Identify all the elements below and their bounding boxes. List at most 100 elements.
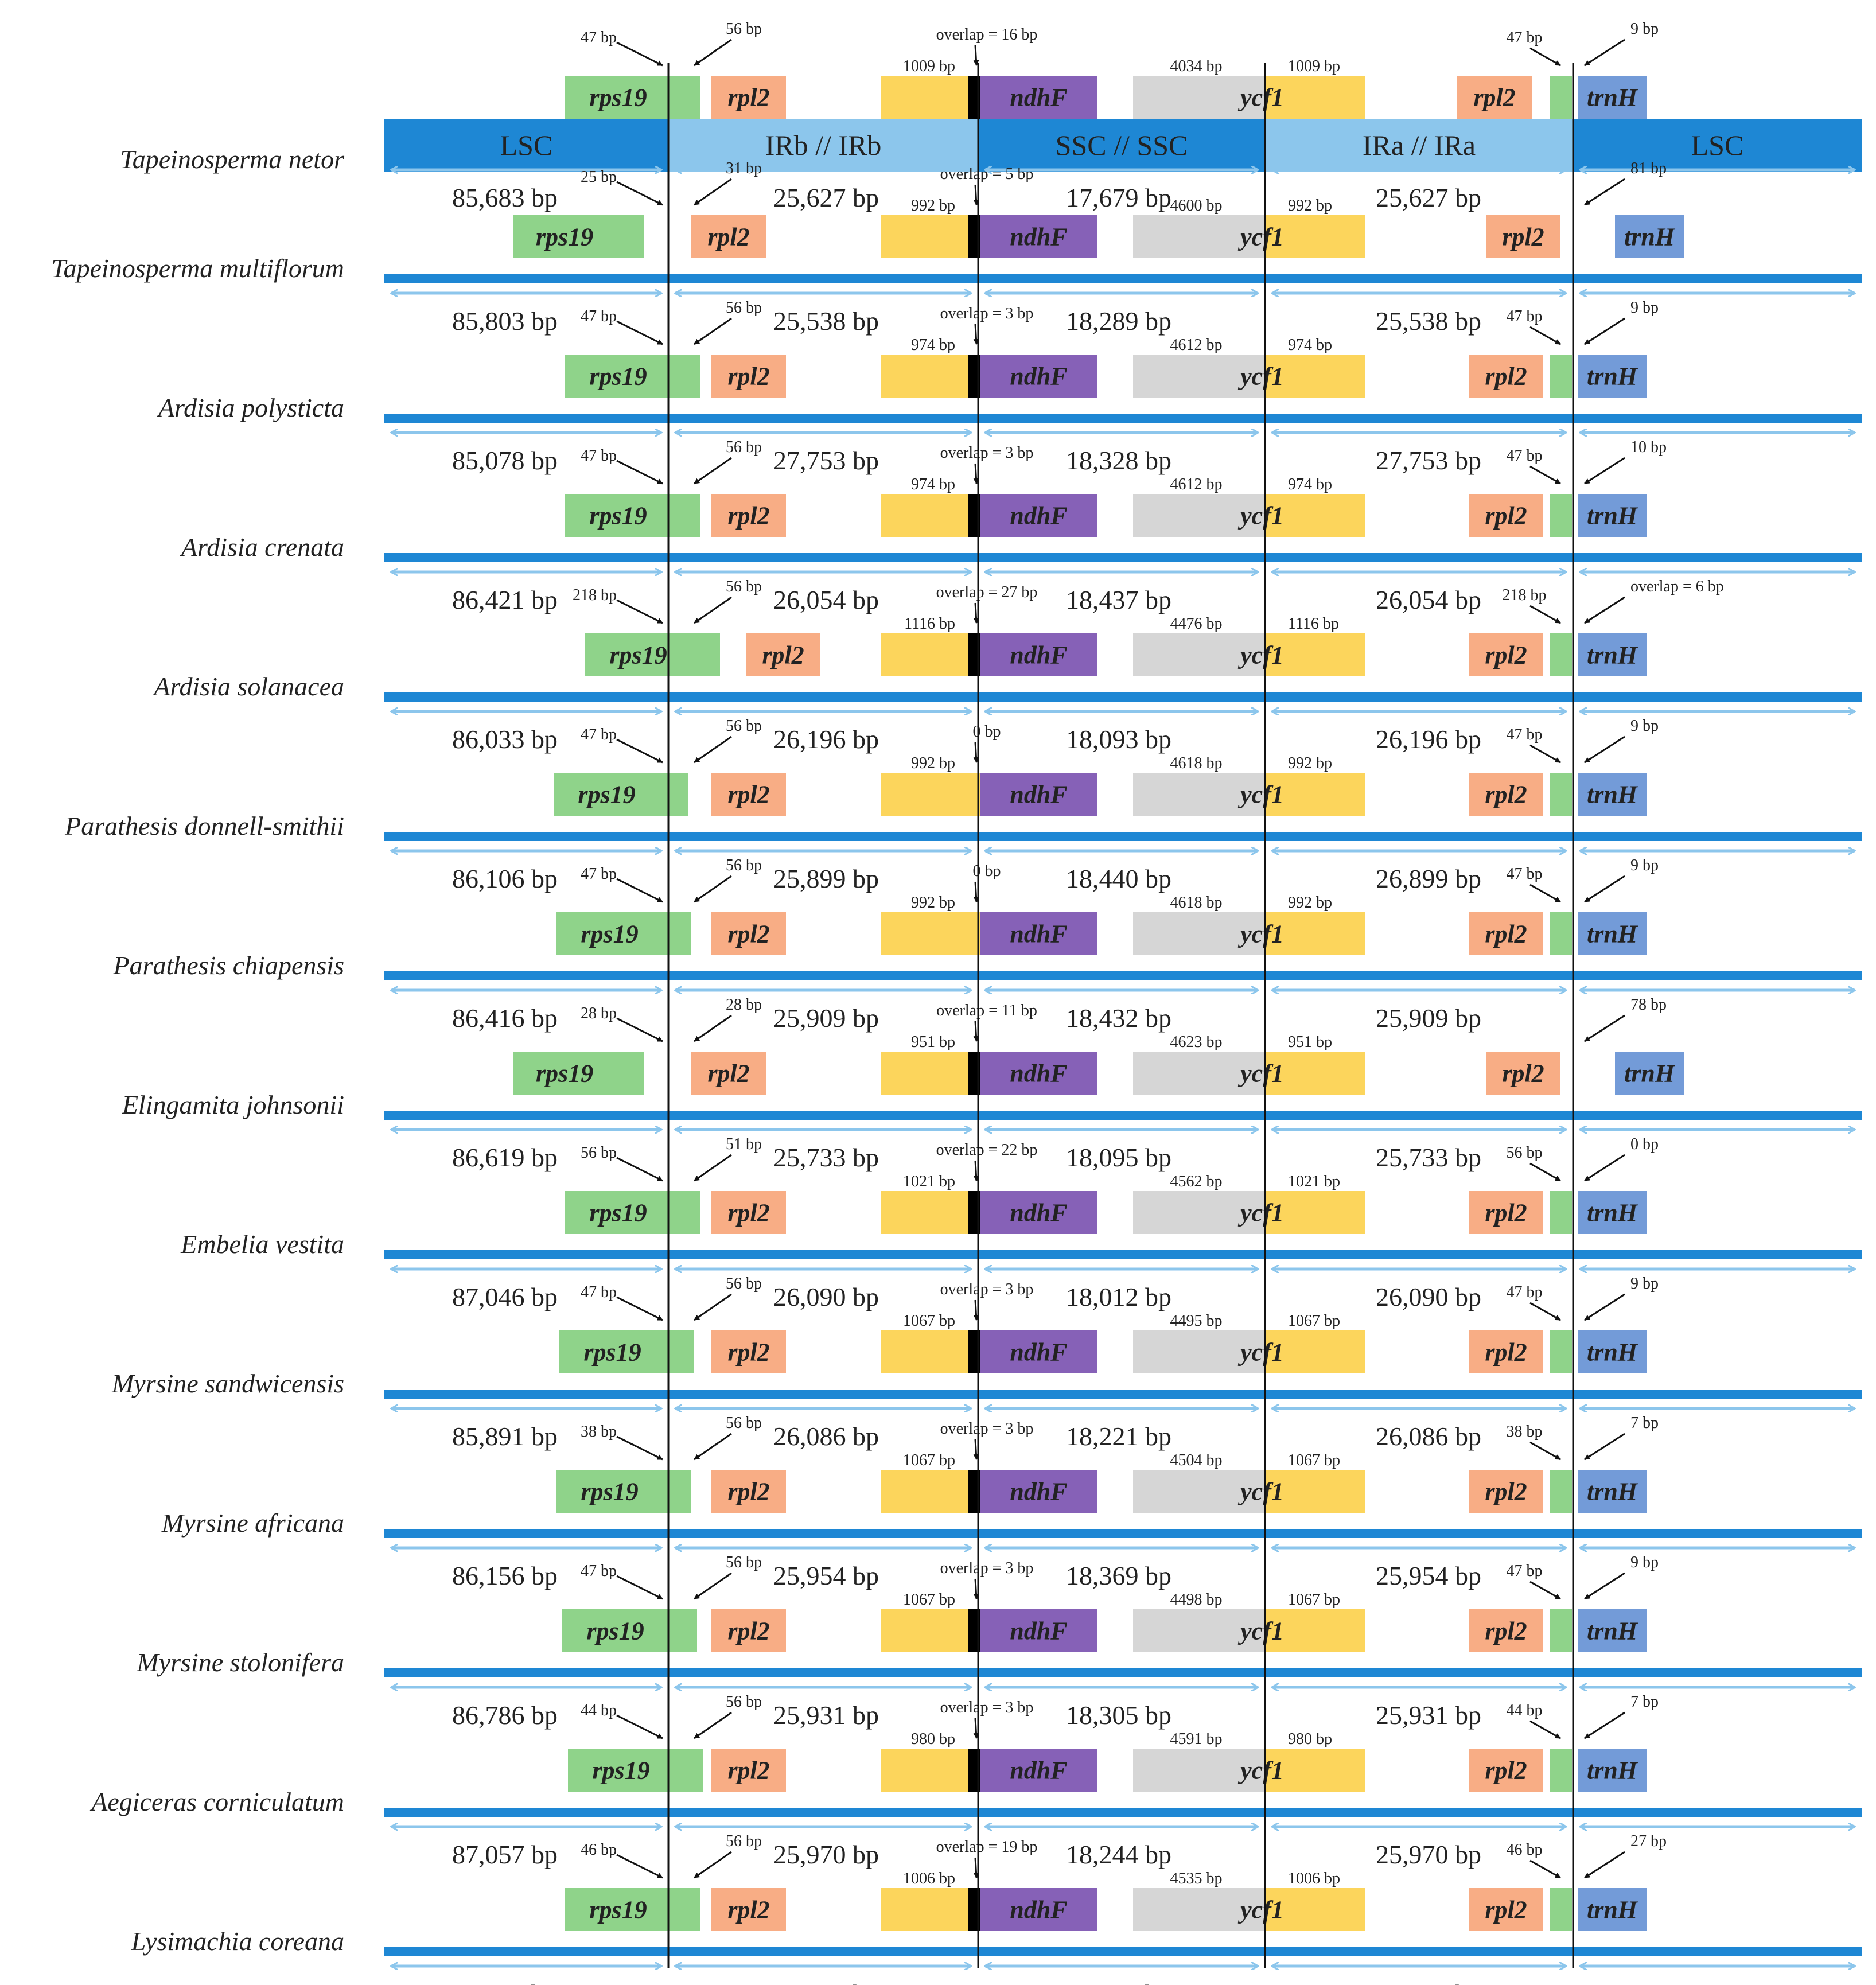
- species-name: Elingamita johnsonii: [122, 1090, 344, 1119]
- lsc-region-bar: [384, 119, 668, 172]
- rps19-extension-arrow: [616, 1157, 663, 1182]
- ir-length-b: 26,086 bp: [773, 1422, 879, 1451]
- rps19-fragment-ira: [1550, 633, 1572, 676]
- rpl2-gene-irb: rpl2: [711, 76, 786, 119]
- trnH-gene: trnH: [1578, 76, 1647, 119]
- rps19-gene-label: rps19: [536, 223, 593, 251]
- trnH-gap-arrow: [1584, 1293, 1625, 1321]
- trnH-gene: trnH: [1578, 912, 1647, 955]
- trnH-gene: trnH: [1578, 1888, 1647, 1931]
- trnH-gap-arrow: [1584, 735, 1625, 764]
- rpl2-gap-arrow: [694, 38, 732, 67]
- rps19-fragment-ira: [1550, 1191, 1572, 1234]
- ycf1-fragment-label: 1116 bp: [904, 615, 955, 633]
- ndhF-gene-label: ndhF: [1010, 920, 1067, 948]
- trnH-gap-label: 9 bp: [1630, 299, 1659, 317]
- rps19-gene: rps19: [565, 76, 700, 119]
- ycf1-fragment-label: 951 bp: [911, 1033, 955, 1051]
- rpl2-gene-ira-label: rpl2: [1485, 1478, 1527, 1506]
- species-row: Tapeinosperma netor LSC IRb // IRb SSC // S…: [120, 20, 1862, 212]
- trnH-gene-label: trnH: [1587, 641, 1638, 670]
- ycf1-ssc-length-label: 4498 bp: [1170, 1591, 1223, 1609]
- ndhF-gene-label: ndhF: [1010, 1478, 1067, 1506]
- rpl2-gene-ira: rpl2: [1469, 1191, 1543, 1234]
- ndhF-gene: ndhF: [980, 76, 1097, 119]
- ycf1-fragment-irb: [881, 633, 981, 676]
- rps19-extension-label: 44 bp: [581, 1702, 617, 1719]
- ndhF-gene-label: ndhF: [1010, 1060, 1067, 1088]
- ir-length-b: 27,753 bp: [773, 446, 879, 475]
- rps19-extension-arrow: [616, 1714, 663, 1739]
- genome-bar: [384, 1389, 1862, 1399]
- ir-length-a: 26,899 bp: [1376, 864, 1481, 893]
- rpl2-gene-ira: rpl2: [1457, 76, 1532, 119]
- ycf1-ira-length-label: 992 bp: [1288, 754, 1332, 772]
- ycf1-gene-ira: [1265, 633, 1365, 676]
- rps19-gene-label: rps19: [589, 1896, 647, 1924]
- rpl2-gene-ira: rpl2: [1469, 633, 1543, 676]
- ycf1-label: ycf1: [1237, 1199, 1284, 1227]
- ycf1-fragment-irb: [881, 912, 981, 955]
- ndhF-gene-label: ndhF: [1010, 223, 1067, 251]
- species-name: Lysimachia coreana: [131, 1926, 344, 1956]
- ir-length-a: 26,054 bp: [1376, 585, 1481, 614]
- rpl2-gap-label: 51 bp: [726, 1135, 762, 1153]
- trnH-gene: trnH: [1615, 1052, 1684, 1095]
- ndhF-gene: ndhF: [980, 1191, 1097, 1234]
- ir-length-b: 26,090 bp: [773, 1282, 879, 1311]
- rpl2-gene-ira: rpl2: [1469, 773, 1543, 816]
- ycf1-gene-ssc: [1133, 215, 1265, 258]
- rpl2-gene-irb-label: rpl2: [707, 1060, 749, 1088]
- rps19-ira-label: 38 bp: [1507, 1423, 1543, 1441]
- ycf1-gene-ira: [1265, 1888, 1365, 1931]
- trnH-gene-label: trnH: [1587, 1338, 1638, 1367]
- genome-bar: [384, 553, 1862, 562]
- species-name: Tapeinosperma multiflorum: [51, 254, 344, 283]
- ssc-length: 18,328 bp: [1066, 446, 1171, 475]
- overlap-marker: [968, 1609, 980, 1652]
- ssc-length: 18,369 bp: [1066, 1561, 1171, 1590]
- rps19-extension-label: 47 bp: [581, 865, 617, 883]
- rpl2-gene-ira-label: rpl2: [1485, 1617, 1527, 1645]
- ycf1-fragment-irb: [881, 215, 981, 258]
- ndhF-overlap-label: 0 bp: [973, 723, 1001, 741]
- ycf1-fragment-label: 992 bp: [911, 197, 955, 215]
- ycf1-label: ycf1: [1237, 363, 1284, 391]
- rpl2-gene-irb: rpl2: [746, 633, 820, 676]
- trnH-gap-arrow: [1584, 1433, 1625, 1461]
- rps19-fragment-ira: [1550, 355, 1572, 398]
- species-row: Embelia vestita 87,046 bp 26,090 bp 18,012 …: [180, 1135, 1862, 1311]
- ndhF-gene: ndhF: [980, 1749, 1097, 1792]
- rpl2-gene-ira-label: rpl2: [1485, 1338, 1527, 1367]
- rps19-ira-label: 44 bp: [1507, 1702, 1543, 1719]
- ycf1-ira-length-label: 992 bp: [1288, 197, 1332, 215]
- ir-length-a: 26,090 bp: [1376, 1282, 1481, 1311]
- trnH-gene: trnH: [1578, 1749, 1647, 1792]
- trnH-gap-arrow: [1584, 1711, 1625, 1739]
- rpl2-gene-irb: rpl2: [691, 1052, 766, 1095]
- rpl2-gene-ira: rpl2: [1469, 1330, 1543, 1373]
- region-label-lsc-right: LSC: [1691, 129, 1744, 161]
- ndhF-overlap-label: overlap = 5 bp: [940, 165, 1034, 183]
- ycf1-gene-ira: [1265, 1470, 1365, 1513]
- rpl2-gene-ira-label: rpl2: [1485, 1199, 1527, 1227]
- species-rows: Tapeinosperma netor LSC IRb // IRb SSC // S…: [51, 20, 1862, 1985]
- rps19-gene-label: rps19: [581, 920, 638, 948]
- rpl2-gene-irb-label: rpl2: [727, 1617, 769, 1645]
- ycf1-gene-ssc: [1133, 1330, 1265, 1373]
- ycf1-ssc-length-label: 4476 bp: [1170, 615, 1223, 633]
- trnH-gap-label: 7 bp: [1630, 1414, 1659, 1432]
- trnH-gene-label: trnH: [1624, 1060, 1676, 1088]
- ndhF-overlap-label: overlap = 27 bp: [936, 583, 1038, 601]
- rps19-extension-arrow: [616, 41, 663, 67]
- rpl2-gap-arrow: [694, 457, 732, 485]
- species-row: Myrsine stolonifera 86,786 bp 25,931 bp 18,…: [136, 1554, 1862, 1730]
- rpl2-gap-arrow: [694, 1433, 732, 1461]
- species-name: Parathesis chiapensis: [113, 951, 344, 980]
- lsc-region-bar-right: [1573, 119, 1862, 172]
- irb-region-bar: [668, 119, 978, 172]
- lsc-length: 86,156 bp: [452, 1561, 558, 1590]
- trnH-gap-arrow: [1584, 875, 1625, 903]
- overlap-marker: [968, 215, 980, 258]
- rpl2-gene-irb: rpl2: [711, 1191, 786, 1234]
